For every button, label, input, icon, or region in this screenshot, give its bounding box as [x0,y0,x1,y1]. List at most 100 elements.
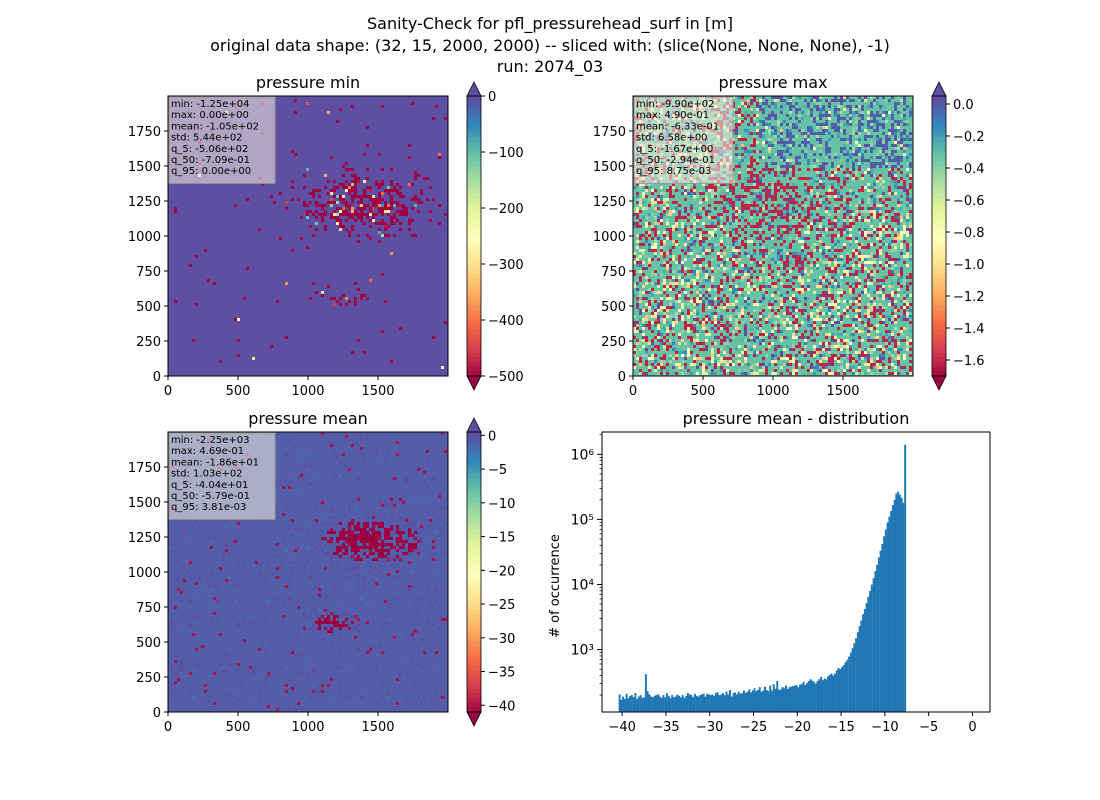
colorbar-tick-label: −1.0 [953,258,985,273]
heatmap-panel-1: pressure min 0 500 1000 1500 0 250 500 750 1000 12… [128,73,524,399]
histogram-bar [746,691,749,712]
stats-line: q_50: -2.94e-01 [636,155,715,166]
stats-line: q_95: 0.00e+00 [171,166,251,177]
histogram-bar [723,695,726,712]
histogram-bar [690,695,693,712]
colorbar-tick-label: −25 [488,598,515,613]
histogram-bar [898,494,901,712]
histogram-bar [688,694,691,712]
histogram-bar [623,698,626,712]
histogram-bar [900,497,903,712]
histogram-bar [686,693,689,712]
histogram-bar [786,688,789,712]
stats-line: min: -9.90e+02 [636,99,715,110]
histogram-bar [720,694,723,712]
histogram-bar [846,659,849,712]
colorbar-extend-min [931,375,947,391]
histogram-bar [632,697,635,712]
histogram-bar [678,695,681,712]
histogram-bar [835,670,838,712]
y-tick-label: 0 [153,370,161,385]
histogram-bar [860,620,863,712]
histogram-bar [765,689,768,712]
stats-line: min: -2.25e+03 [171,435,250,446]
histogram-bar [877,557,880,712]
colorbar-tick-label: −0.6 [953,194,985,209]
histogram-bar [757,689,759,712]
colorbar-tick-label: −35 [488,666,515,681]
histogram-bar [767,691,770,712]
stats-line: mean: -1.86e+01 [171,457,259,468]
histogram-bar [807,680,810,712]
histogram-bar [697,696,700,712]
y-tick-label: 1500 [128,160,161,175]
histogram-bar [676,694,679,712]
histogram-bar [776,680,779,712]
y-tick-label: 1250 [128,195,161,210]
histogram-bar [821,680,824,712]
histogram-bar [883,536,886,712]
histogram-bar [751,690,754,712]
histogram-bar [785,685,788,712]
histogram-bar [741,693,744,712]
histogram-bar [716,692,719,712]
histogram-bar [660,698,663,712]
histogram-bar [711,694,714,712]
histogram-bar [753,688,756,712]
histogram-bar [764,686,766,712]
x-tick-label: −15 [827,720,854,735]
histogram-bar [643,697,646,712]
y-tick-label: 1750 [128,125,161,140]
histogram-bar [862,614,865,712]
colorbar-extend-max [931,81,947,97]
histogram-bar [674,696,677,712]
histogram-bar [700,694,703,712]
histogram-bar [743,690,745,712]
stats-line: q_95: 3.81e-03 [171,502,246,513]
histogram-bar [636,698,639,712]
histogram-bar [760,691,763,712]
y-tick-label: 500 [136,636,161,651]
histogram-bar [744,693,747,712]
y-tick-label: 0 [153,706,161,721]
colorbar-tick-label: 0 [488,429,496,444]
histogram-bar [886,522,889,712]
x-tick-label: −20 [784,720,811,735]
x-tick-label: −40 [608,720,635,735]
stats-box [168,96,276,184]
histogram-bar [793,685,796,712]
histogram-panel: pressure mean - distribution −40 −35 −30 −25… [548,409,991,735]
histogram-bar [897,491,900,712]
stats-line: max: 4.90e-01 [636,110,709,121]
y-tick-label: 10⁵ [571,512,594,528]
stats-line: mean: -1.05e+02 [171,121,259,132]
stats-line: std: 1.03e+02 [171,469,243,480]
stats-line: q_50: -5.79e-01 [171,491,250,502]
y-tick-label: 1000 [593,230,626,245]
colorbar-tick-label: −0.4 [953,162,985,177]
histogram-bar [706,693,709,712]
histogram-bar [904,444,907,712]
histogram-bar [648,694,651,712]
histogram-bar [779,689,782,712]
histogram-bar [625,693,628,712]
panel-title: pressure max [718,73,827,92]
histogram-bar [797,687,800,712]
histogram-bar [893,499,896,712]
x-tick-label: −25 [740,720,767,735]
x-tick-label: 1000 [291,384,324,399]
stats-line: std: 5.44e+02 [171,133,243,144]
histogram-bar [758,687,761,712]
histogram-bar [849,652,852,712]
histogram-bar [639,695,642,712]
histogram-bar [634,693,637,712]
histogram-bar [844,662,847,712]
x-tick-label: 500 [226,720,251,735]
histogram-bar [750,692,752,712]
stats-line: q_95: 8.75e-03 [636,166,711,177]
stats-line: max: 4.69e-01 [171,446,244,457]
colorbar-tick-label: −30 [488,632,515,647]
colorbar-tick-label: −0.8 [953,226,985,241]
heatmap-panel-2: pressure max 0 500 1000 1500 0 250 500 750 1000 12… [593,73,985,399]
